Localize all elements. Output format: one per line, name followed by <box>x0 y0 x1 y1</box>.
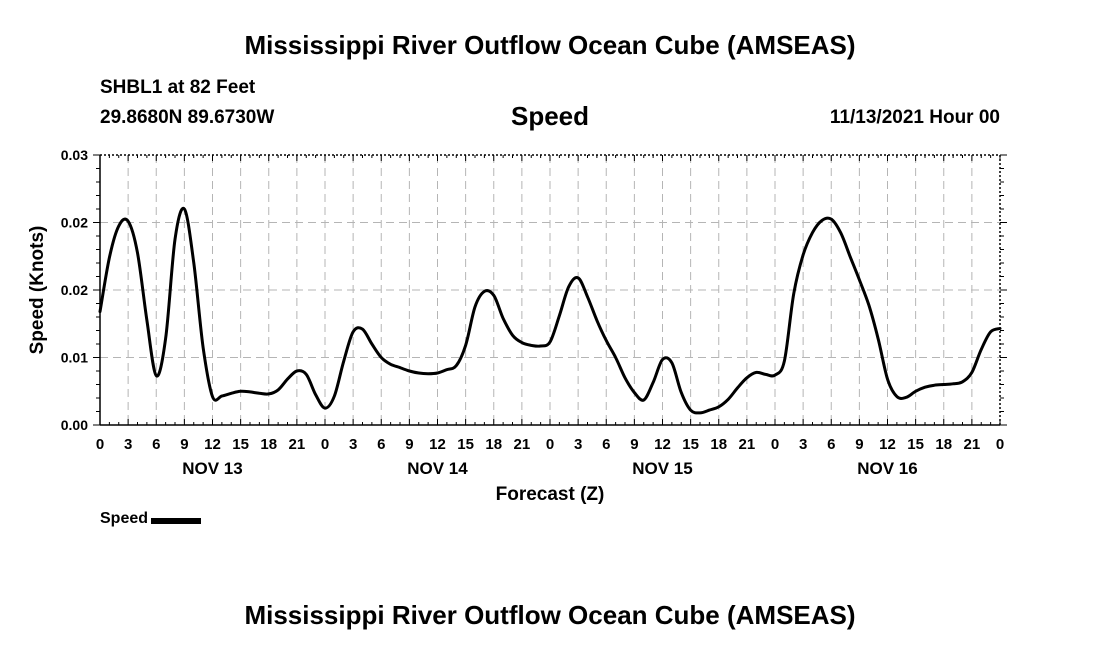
x-tick-label: 18 <box>485 436 502 453</box>
chart-title: Mississippi River Outflow Ocean Cube (AM… <box>244 30 856 60</box>
x-tick-label: 21 <box>514 436 531 453</box>
y-tick-label: 0.00 <box>61 417 88 433</box>
x-tick-label: 6 <box>152 436 160 453</box>
x-tick-label: 15 <box>457 436 474 453</box>
x-tick-label: 0 <box>96 436 104 453</box>
legend-label: Speed <box>100 510 149 527</box>
day-label: NOV 16 <box>857 459 917 478</box>
x-tick-label: 0 <box>321 436 329 453</box>
x-tick-label: 15 <box>232 436 249 453</box>
day-label: NOV 14 <box>407 459 468 478</box>
grid <box>100 155 1000 425</box>
series-line-speed <box>98 206 1002 415</box>
day-label: NOV 15 <box>632 459 692 478</box>
axis-labels: 0 3 6 9 12 15 18 21 0 3 6 9 12 15 18 21 0 3 6 9 12 15 18 21 0 3 6 9… <box>27 147 1004 505</box>
x-tick-label: 3 <box>124 436 132 453</box>
x-tick-label: 9 <box>630 436 638 453</box>
x-axis-title: Forecast (Z) <box>496 484 605 505</box>
coordinates-label: 29.8680N 89.6730W <box>100 107 275 128</box>
x-tick-label: 21 <box>289 436 306 453</box>
axes <box>93 154 1007 426</box>
x-tick-label: 15 <box>907 436 924 453</box>
x-tick-label: 3 <box>349 436 357 453</box>
x-tick-label: 3 <box>574 436 582 453</box>
y-tick-label: 0.02 <box>61 282 88 298</box>
speed-chart: 0 3 6 9 12 15 18 21 0 3 6 9 12 15 18 21 0 3 6 9 12 15 18 21 0 3 6 9… <box>27 147 1007 505</box>
x-tick-label: 3 <box>799 436 807 453</box>
x-tick-label: 9 <box>405 436 413 453</box>
x-tick-label: 0 <box>996 436 1004 453</box>
y-tick-label: 0.03 <box>61 147 88 163</box>
x-tick-label: 6 <box>602 436 610 453</box>
forecast-datetime: 11/13/2021 Hour 00 <box>829 107 1000 128</box>
y-axis-title: Speed (Knots) <box>27 226 48 355</box>
legend: Speed <box>100 510 202 528</box>
legend-line-swatch <box>151 517 202 524</box>
x-tick-label: 9 <box>855 436 863 453</box>
x-tick-label: 18 <box>935 436 952 453</box>
series-layer <box>98 206 1002 415</box>
x-tick-label: 9 <box>180 436 188 453</box>
y-tick-label: 0.01 <box>61 350 88 366</box>
x-tick-label: 0 <box>771 436 779 453</box>
x-tick-label: 15 <box>682 436 699 453</box>
station-label: SHBL1 at 82 Feet <box>100 77 256 98</box>
x-tick-label: 18 <box>710 436 727 453</box>
x-tick-label: 18 <box>260 436 277 453</box>
x-tick-label: 6 <box>377 436 385 453</box>
x-tick-label: 12 <box>654 436 671 453</box>
day-label: NOV 13 <box>182 459 242 478</box>
footer-title: Mississippi River Outflow Ocean Cube (AM… <box>244 600 856 630</box>
x-tick-label: 12 <box>429 436 446 453</box>
x-tick-label: 12 <box>879 436 896 453</box>
x-tick-label: 6 <box>827 436 835 453</box>
x-tick-label: 0 <box>546 436 554 453</box>
x-tick-label: 21 <box>964 436 981 453</box>
x-tick-label: 12 <box>204 436 221 453</box>
y-tick-label: 0.02 <box>61 215 88 231</box>
x-tick-label: 21 <box>739 436 756 453</box>
chart-subtitle: Speed <box>510 101 590 131</box>
